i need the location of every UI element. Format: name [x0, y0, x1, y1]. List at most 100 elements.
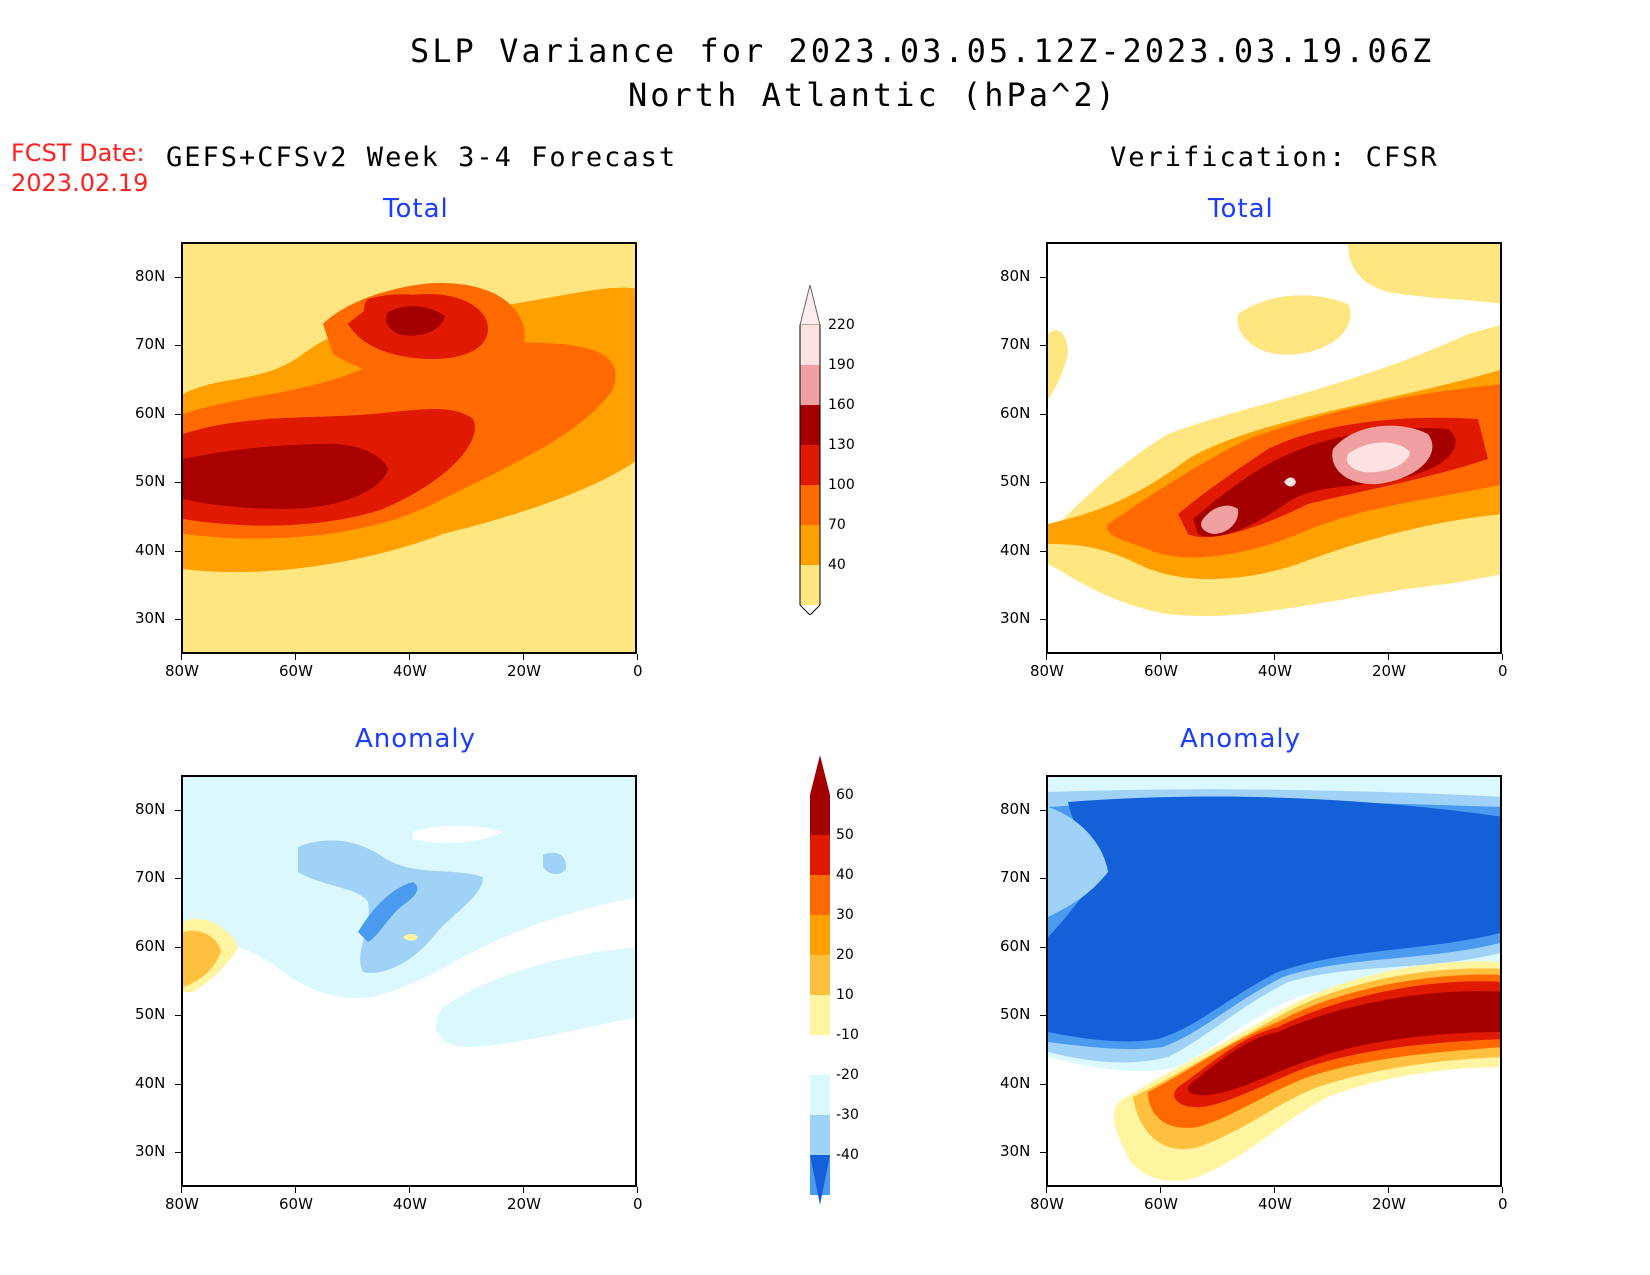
anomaly-colorbar-level: 40: [836, 867, 854, 883]
lon-tick-mark: [181, 1187, 182, 1193]
lon-tick-mark: [1160, 654, 1161, 660]
lat-tick-mark: [175, 414, 181, 415]
lat-tick-label: 30N: [135, 609, 166, 627]
lat-tick-mark: [1040, 947, 1046, 948]
lon-tick-mark: [409, 654, 410, 660]
lon-tick-mark: [1502, 654, 1503, 660]
figure-title-line2: North Atlantic (hPa^2): [628, 76, 1118, 114]
lat-tick-label: 40N: [135, 541, 166, 559]
lat-tick-mark: [175, 1084, 181, 1085]
lon-tick-mark: [1046, 1187, 1047, 1193]
figure-title-line1: SLP Variance for 2023.03.05.12Z-2023.03.…: [410, 32, 1435, 70]
lat-tick-mark: [175, 810, 181, 811]
lon-tick-label: 20W: [507, 662, 541, 680]
lon-tick-label: 20W: [507, 1195, 541, 1213]
lon-tick-label: 60W: [279, 662, 313, 680]
lat-tick-label: 60N: [1000, 404, 1031, 422]
lat-tick-label: 80N: [1000, 267, 1031, 285]
lat-tick-mark: [175, 482, 181, 483]
lon-tick-mark: [1502, 1187, 1503, 1193]
total-colorbar-level: 190: [828, 357, 855, 373]
lat-tick-label: 50N: [1000, 472, 1031, 490]
lon-tick-mark: [1388, 654, 1389, 660]
lon-tick-mark: [409, 1187, 410, 1193]
anomaly-colorbar-level: -30: [836, 1107, 859, 1123]
lat-tick-mark: [1040, 551, 1046, 552]
lat-tick-label: 60N: [135, 937, 166, 955]
lon-tick-label: 60W: [279, 1195, 313, 1213]
verification-anomaly-map: [1046, 775, 1502, 1187]
lon-tick-label: 40W: [1258, 662, 1292, 680]
verification-anomaly-title: Anomaly: [1180, 724, 1302, 754]
anomaly-colorbar-level: -10: [836, 1027, 859, 1043]
lon-tick-label: 0: [1498, 1195, 1508, 1213]
lon-tick-label: 40W: [393, 1195, 427, 1213]
lon-tick-mark: [1274, 1187, 1275, 1193]
lat-tick-label: 40N: [135, 1074, 166, 1092]
lon-tick-label: 20W: [1372, 1195, 1406, 1213]
lat-tick-label: 80N: [135, 800, 166, 818]
lon-tick-mark: [637, 654, 638, 660]
lon-tick-label: 0: [633, 1195, 643, 1213]
anomaly-colorbar-level: -20: [836, 1067, 859, 1083]
anomaly-colorbar-level: 60: [836, 787, 854, 803]
lon-tick-label: 40W: [1258, 1195, 1292, 1213]
lat-tick-mark: [175, 1015, 181, 1016]
lat-tick-label: 80N: [1000, 800, 1031, 818]
lon-tick-label: 0: [1498, 662, 1508, 680]
total-colorbar-level: 220: [828, 317, 855, 333]
anomaly-colorbar-level: 20: [836, 947, 854, 963]
lon-tick-label: 80W: [1030, 1195, 1064, 1213]
lat-tick-mark: [1040, 414, 1046, 415]
lon-tick-label: 80W: [165, 662, 199, 680]
lat-tick-mark: [175, 947, 181, 948]
lat-tick-label: 50N: [1000, 1005, 1031, 1023]
fcst-date-value: 2023.02.19: [11, 169, 149, 197]
lat-tick-label: 70N: [135, 868, 166, 886]
verification-total-field: [1048, 244, 1500, 652]
lat-tick-mark: [1040, 277, 1046, 278]
total-colorbar: 220 190 160 130 100 70 40: [790, 284, 890, 616]
lon-tick-label: 80W: [1030, 662, 1064, 680]
lat-tick-mark: [1040, 1084, 1046, 1085]
lon-tick-label: 20W: [1372, 662, 1406, 680]
lon-tick-mark: [181, 654, 182, 660]
forecast-total-field: [183, 244, 635, 652]
lat-tick-label: 30N: [1000, 1142, 1031, 1160]
lon-tick-label: 60W: [1144, 662, 1178, 680]
anomaly-colorbar-level: -40: [836, 1147, 859, 1163]
lat-tick-mark: [175, 878, 181, 879]
total-colorbar-level: 100: [828, 477, 855, 493]
total-colorbar-level: 130: [828, 437, 855, 453]
anomaly-colorbar-level: 30: [836, 907, 854, 923]
lon-tick-label: 60W: [1144, 1195, 1178, 1213]
lat-tick-mark: [175, 551, 181, 552]
lat-tick-label: 50N: [135, 1005, 166, 1023]
lat-tick-mark: [1040, 878, 1046, 879]
lat-tick-mark: [175, 1152, 181, 1153]
lat-tick-label: 40N: [1000, 541, 1031, 559]
lon-tick-mark: [295, 1187, 296, 1193]
lat-tick-label: 60N: [1000, 937, 1031, 955]
lon-tick-mark: [1046, 654, 1047, 660]
anomaly-colorbar-graphic: [810, 755, 830, 1205]
verification-total-title: Total: [1208, 194, 1274, 224]
lat-tick-mark: [175, 345, 181, 346]
total-colorbar-level: 70: [828, 517, 846, 533]
lat-tick-label: 80N: [135, 267, 166, 285]
lat-tick-mark: [175, 619, 181, 620]
lat-tick-mark: [1040, 345, 1046, 346]
lon-tick-label: 0: [633, 662, 643, 680]
lat-tick-mark: [1040, 1152, 1046, 1153]
lat-tick-label: 70N: [1000, 335, 1031, 353]
lon-tick-mark: [1388, 1187, 1389, 1193]
verification-anomaly-field: [1048, 777, 1500, 1185]
lon-tick-label: 40W: [393, 662, 427, 680]
lon-tick-mark: [523, 654, 524, 660]
anomaly-colorbar-level: 10: [836, 987, 854, 1003]
lon-tick-mark: [523, 1187, 524, 1193]
verification-header: Verification: CFSR: [1110, 142, 1439, 173]
lat-tick-label: 30N: [1000, 609, 1031, 627]
lat-tick-mark: [175, 277, 181, 278]
total-colorbar-level: 160: [828, 397, 855, 413]
